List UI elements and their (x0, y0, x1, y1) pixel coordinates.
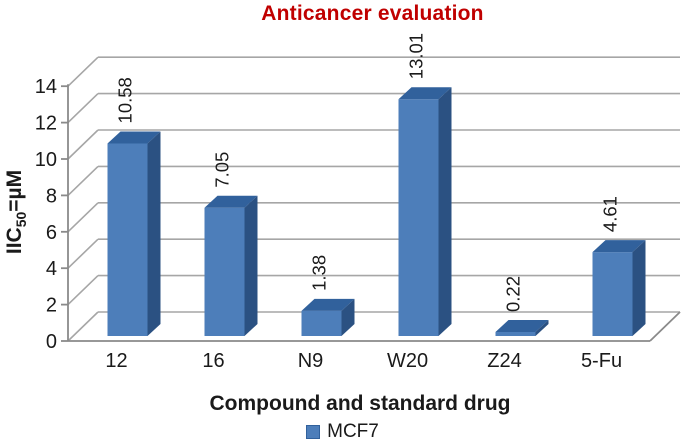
value-label: 0.22 (503, 276, 524, 312)
bar-side-face (244, 195, 258, 336)
y-tick-label: 0 (46, 331, 57, 353)
x-category-label: 16 (202, 350, 224, 372)
bar-front-face (301, 310, 342, 336)
x-category-label: N9 (298, 350, 324, 372)
y-tick-label: 2 (46, 295, 57, 317)
bar-N9 (301, 298, 355, 336)
x-axis-title: Compound and standard drug (209, 392, 511, 415)
legend-swatch-icon (306, 425, 321, 439)
y-tick-label: 6 (46, 222, 57, 244)
gridline-depth-connector (67, 165, 99, 196)
value-label: 4.61 (600, 196, 621, 232)
y-tick-label: 10 (35, 149, 57, 171)
gridline-depth-connector (67, 56, 99, 87)
bar-front-face (495, 331, 536, 336)
bar-front-face (204, 207, 245, 336)
bar-front-face (107, 143, 148, 336)
y-tick-label: 12 (35, 113, 57, 135)
bar-side-face (438, 87, 452, 336)
bar-5-Fu (592, 240, 646, 336)
legend: MCF7 (0, 421, 685, 443)
gridline-depth-connector (67, 202, 99, 233)
gridline-depth-connector (67, 275, 99, 306)
x-category-label: 5-Fu (581, 350, 622, 372)
y-tick-label: 14 (35, 76, 57, 98)
bar-top-face (107, 131, 161, 144)
bar-top-face (301, 298, 355, 311)
value-label: 7.05 (212, 152, 233, 188)
bar-16 (204, 195, 258, 336)
x-category-label: 12 (105, 350, 127, 372)
x-category-label: Z24 (487, 350, 521, 372)
bar-side-face (632, 240, 646, 336)
bar-side-face (535, 319, 549, 336)
bar-top-face (398, 87, 452, 100)
gridline-depth-connector (67, 311, 99, 342)
plot-area: 0 2 4 6 8 10 12 14 10.58 12 7.05 16 1.38 N9 13.01 W20 0.… (35, 33, 681, 372)
floor-right-edge (649, 311, 681, 342)
chart-title: Anticancer evaluation (261, 2, 484, 25)
bar-side-face (341, 298, 355, 336)
value-label: 13.01 (406, 33, 427, 79)
bar-W20 (398, 87, 452, 336)
bar-Z24 (495, 319, 549, 336)
gridline-depth-connector (67, 129, 99, 160)
bar-top-face (204, 195, 258, 208)
bar-12 (107, 131, 161, 336)
value-label: 10.58 (115, 77, 136, 123)
gridline-depth-connector (67, 238, 99, 269)
bar-side-face (147, 131, 161, 336)
bar-top-face (592, 240, 646, 253)
y-tick-label: 8 (46, 185, 57, 207)
bar-front-face (592, 252, 633, 336)
gridline-depth-connector (67, 93, 99, 124)
bar-top-face (495, 319, 549, 332)
y-tick-label: 4 (46, 258, 57, 280)
x-category-label: W20 (387, 350, 428, 372)
legend-label: MCF7 (327, 421, 379, 442)
bar-front-face (398, 99, 439, 336)
value-label: 1.38 (309, 255, 330, 291)
